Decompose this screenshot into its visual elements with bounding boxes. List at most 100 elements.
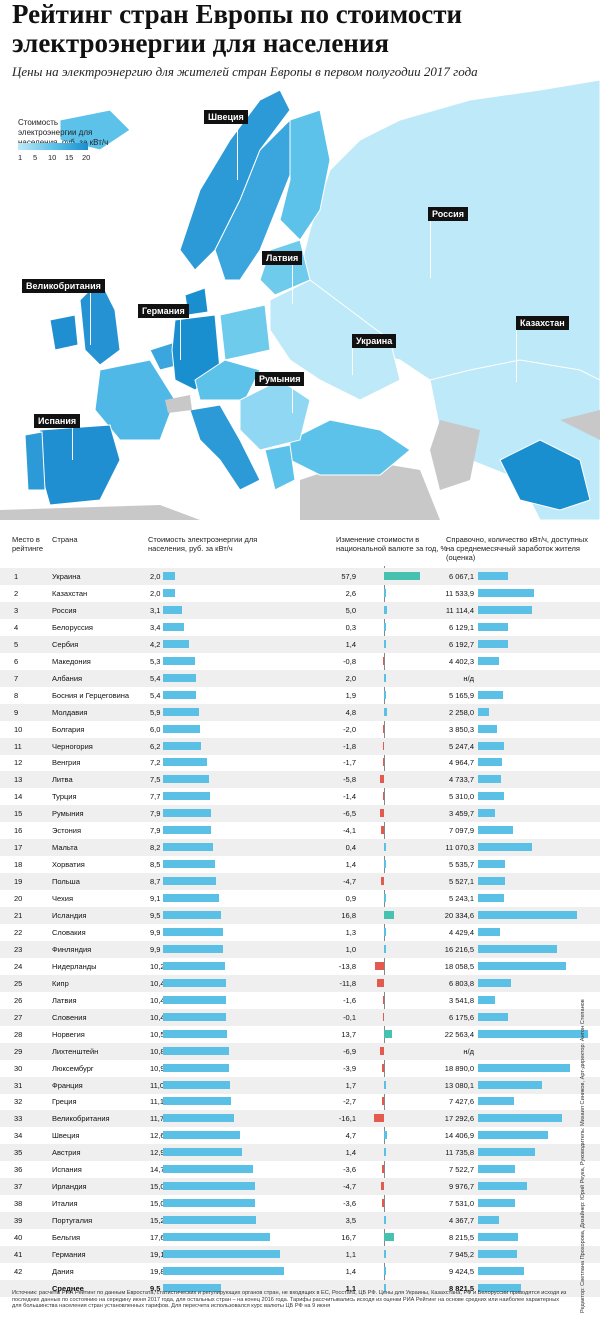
change-bar <box>384 1029 393 1038</box>
change-label: -4,7 <box>343 1182 356 1192</box>
page-subtitle: Цены на электроэнергию для жителей стран… <box>12 64 478 79</box>
kwh-label: 5 243,1 <box>448 894 474 904</box>
price-label: 10,5 <box>150 1029 165 1039</box>
kwh-label: 8 215,5 <box>448 1233 474 1243</box>
map-label-ukraine: Украина <box>352 334 397 348</box>
table-row: 36 Испания 14,7 -3,6 7 522,7 <box>0 1161 600 1178</box>
rank-cell: 24 <box>14 961 23 971</box>
change-bar <box>382 1097 384 1106</box>
rank-cell: 13 <box>14 775 23 785</box>
country-cell: Люксембург <box>52 1063 94 1073</box>
table-row: 12 Венгрия 7,2 -1,7 4 964,7 <box>0 754 600 771</box>
kwh-bar <box>478 809 495 818</box>
rank-cell: 6 <box>14 656 19 666</box>
country-cell: Португалия <box>52 1216 93 1226</box>
kwh-bar <box>478 1080 542 1089</box>
change-bar <box>376 978 384 987</box>
legend-title: Стоимость электроэнергии для населения, … <box>18 118 109 147</box>
kwh-label: 7 427,6 <box>448 1097 474 1107</box>
label-line <box>180 315 181 360</box>
table-row: 40 Бельгия 17,6 16,7 8 215,5 <box>0 1229 600 1246</box>
region-france <box>94 359 176 441</box>
change-bar <box>384 690 386 699</box>
country-cell: Босния и Герцеговина <box>52 690 130 700</box>
change-bar <box>381 1063 384 1072</box>
table-row: 5 Сербия 4,2 1,4 6 192,7 <box>0 635 600 653</box>
region-switzerland <box>165 395 192 413</box>
kwh-bar <box>478 978 512 987</box>
kwh-bar <box>478 741 504 750</box>
kwh-bar <box>478 961 567 970</box>
table-row: 38 Италия 15,0 -3,6 7 531,0 <box>0 1195 600 1212</box>
price-bar <box>163 1012 227 1021</box>
price-label: 7,2 <box>150 758 161 768</box>
kwh-label: 16 216,5 <box>444 944 474 954</box>
label-line <box>430 218 431 278</box>
rank-cell: 1 <box>14 572 19 581</box>
change-bar <box>384 572 420 580</box>
region-greece <box>264 444 296 491</box>
table-row: 29 Лихтенштейн 10,8 -6,9 н/д <box>0 1042 600 1060</box>
country-cell: Дания <box>52 1266 74 1276</box>
change-bar <box>384 1250 386 1258</box>
price-label: 9,5 <box>150 911 161 920</box>
change-bar <box>384 639 386 648</box>
change-bar <box>381 877 384 886</box>
source-footnote: Источник: расчеты РИА Рейтинг по данным … <box>12 1290 567 1310</box>
price-bar <box>163 1029 228 1038</box>
price-label: 3,4 <box>150 622 161 632</box>
country-cell: Хорватия <box>52 860 85 870</box>
price-bar <box>163 690 196 699</box>
rank-cell: 18 <box>14 860 23 870</box>
price-label: 8,5 <box>150 860 161 870</box>
map-label-spain: Испания <box>34 414 81 428</box>
change-bar <box>384 588 386 597</box>
country-cell: Швеция <box>52 1131 80 1141</box>
table-row: 16 Эстония 7,9 -4,1 7 097,9 <box>0 822 600 839</box>
country-cell: Сербия <box>52 639 79 649</box>
country-cell: Турция <box>52 792 77 802</box>
price-bar <box>163 944 224 953</box>
change-bar <box>382 792 384 801</box>
region-norway <box>179 89 291 271</box>
header-kwh: Справочно, количество кВт/ч, доступных н… <box>446 535 589 562</box>
rank-cell: 30 <box>14 1063 23 1073</box>
change-label: -13,8 <box>338 961 356 971</box>
kwh-bar <box>478 1148 536 1157</box>
legend-tick: 1 <box>18 153 23 162</box>
price-bar <box>163 775 209 784</box>
table-row: 20 Чехия 9,1 0,9 5 243,1 <box>0 890 600 907</box>
change-label: 1,4 <box>345 639 356 649</box>
label-line <box>516 327 517 382</box>
change-bar <box>384 1266 386 1275</box>
price-bar <box>163 792 210 801</box>
region-italy <box>189 404 261 491</box>
table-row: 15 Румыния 7,9 -6,5 3 459,7 <box>0 805 600 823</box>
change-label: 1,3 <box>345 927 356 937</box>
price-label: 19,8 <box>150 1266 165 1276</box>
change-label: 2,0 <box>345 673 356 683</box>
rank-cell: 15 <box>14 809 23 819</box>
country-cell: Греция <box>52 1097 77 1107</box>
rank-cell: 7 <box>14 673 19 683</box>
country-cell: Эстония <box>52 826 82 836</box>
table-row: 1 Украина 2,0 57,9 6 067,1 <box>0 568 600 585</box>
change-bar <box>384 673 386 682</box>
map-label-russia: Россия <box>428 207 468 221</box>
kwh-label: 18 890,0 <box>444 1063 474 1073</box>
table-row: 2 Казахстан 2,0 2,6 11 533,9 <box>0 585 600 602</box>
price-label: 12,9 <box>150 1148 165 1158</box>
legend-tick: 20 <box>82 153 91 162</box>
change-bar <box>384 1131 387 1140</box>
table-row: 33 Великобритания 11,7 -16,1 17 292,6 <box>0 1110 600 1128</box>
table-row: 11 Черногория 6,2 -1,8 5 247,4 <box>0 737 600 755</box>
change-bar <box>384 1233 395 1242</box>
table-row: Среднее 9,5 1,1 8 821,5 <box>0 1279 600 1297</box>
label-line <box>292 262 293 304</box>
kwh-label: 11 070,3 <box>445 843 474 853</box>
kwh-label: 6 192,7 <box>448 639 474 649</box>
label-line <box>352 345 353 375</box>
change-bar <box>381 1165 384 1174</box>
region-poland <box>219 304 271 361</box>
rank-cell: 12 <box>14 758 23 768</box>
